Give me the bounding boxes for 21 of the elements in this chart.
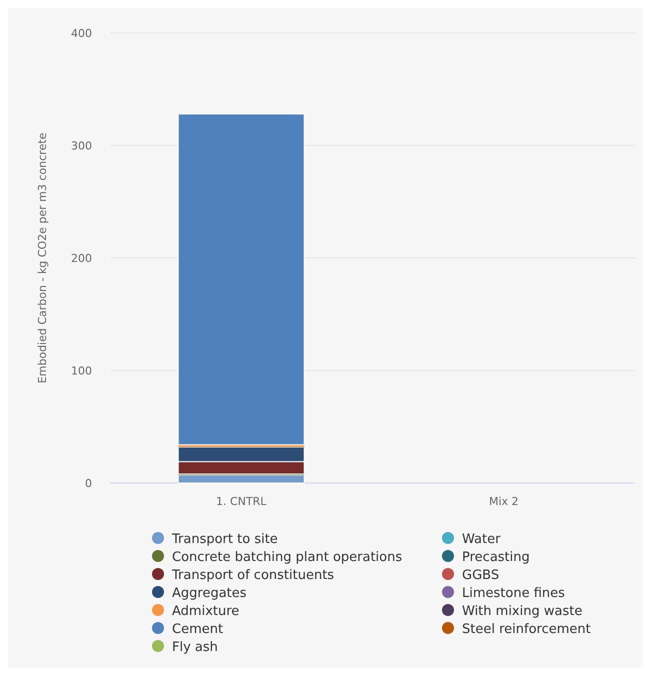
y-tick-label: 100: [71, 364, 92, 378]
legend-label: Precasting: [462, 550, 530, 565]
legend-label: Transport to site: [171, 532, 278, 547]
y-tick-label: 0: [85, 477, 92, 490]
legend-label: Fly ash: [172, 640, 218, 655]
legend-label: Concrete batching plant operations: [172, 550, 402, 565]
y-tick-label: 400: [71, 27, 92, 40]
legend-label: Transport of constituents: [171, 568, 334, 583]
x-tick-label: 1. CNTRL: [216, 495, 268, 508]
legend-label: Steel reinforcement: [462, 622, 591, 637]
legend-label: Limestone fines: [462, 586, 566, 601]
y-axis-title: Embodied Carbon - kg CO2e per m3 concrete: [36, 132, 49, 384]
legend-label: Aggregates: [172, 586, 247, 601]
y-tick-label: 200: [71, 252, 92, 265]
x-tick-label: Mix 2: [488, 495, 519, 508]
legend-label: Admixture: [172, 604, 240, 619]
legend-label: With mixing waste: [462, 604, 582, 619]
legend-label: GGBS: [462, 568, 500, 583]
legend-label: Cement: [172, 622, 224, 637]
y-tick-label: 300: [71, 140, 92, 152]
legend-label: Water: [462, 532, 502, 547]
